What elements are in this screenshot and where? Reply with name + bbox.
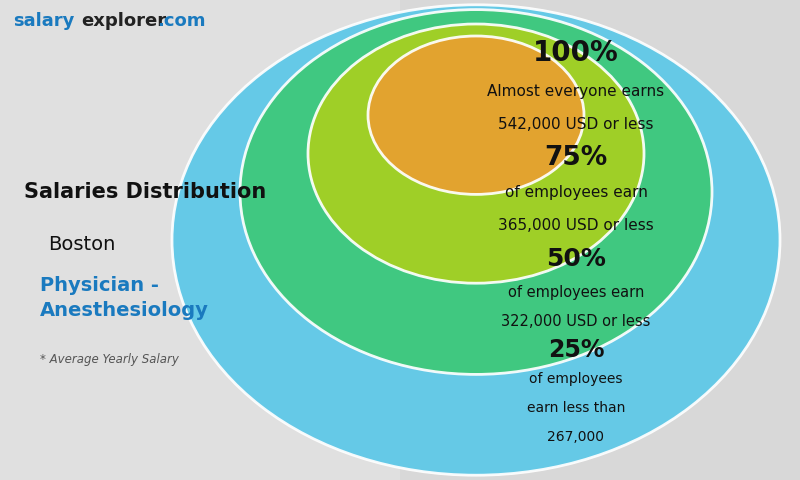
Text: 50%: 50%: [546, 247, 606, 271]
Text: 100%: 100%: [533, 39, 619, 67]
Text: 322,000 USD or less: 322,000 USD or less: [502, 314, 650, 329]
Text: * Average Yearly Salary: * Average Yearly Salary: [40, 353, 179, 367]
Text: explorer: explorer: [81, 12, 166, 30]
Text: Physician -
Anesthesiology: Physician - Anesthesiology: [40, 276, 209, 320]
Text: Boston: Boston: [48, 235, 115, 254]
Text: salary: salary: [13, 12, 74, 30]
Ellipse shape: [172, 5, 780, 475]
Text: 75%: 75%: [544, 145, 608, 171]
Text: earn less than: earn less than: [527, 401, 625, 415]
Ellipse shape: [240, 10, 712, 374]
Text: of employees earn: of employees earn: [505, 184, 647, 200]
Ellipse shape: [368, 36, 584, 194]
Text: of employees: of employees: [530, 372, 622, 386]
Text: Salaries Distribution: Salaries Distribution: [24, 182, 266, 202]
Text: 267,000: 267,000: [547, 430, 605, 444]
Text: of employees earn: of employees earn: [508, 285, 644, 300]
Text: .com: .com: [157, 12, 206, 30]
Text: Almost everyone earns: Almost everyone earns: [487, 84, 665, 99]
FancyBboxPatch shape: [0, 0, 400, 480]
Ellipse shape: [308, 24, 644, 283]
Text: 365,000 USD or less: 365,000 USD or less: [498, 218, 654, 233]
Text: 542,000 USD or less: 542,000 USD or less: [498, 117, 654, 132]
Text: 25%: 25%: [548, 338, 604, 362]
